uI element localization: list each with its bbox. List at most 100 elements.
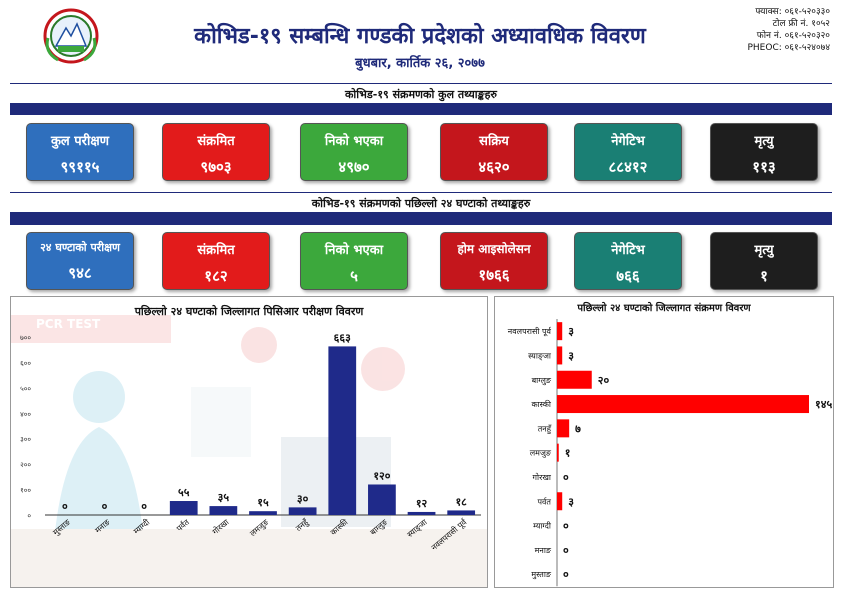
card-label: संक्रमित: [197, 243, 235, 258]
total-card-infected: संक्रमित ९७०३: [162, 123, 270, 181]
district-value-label: २०: [598, 374, 610, 387]
pcr-watermark: PCR TEST: [36, 317, 101, 331]
district-category-label: तनहुँ: [538, 423, 552, 434]
card-label: २४ घण्टाको परीक्षण: [40, 241, 120, 254]
total-card-active: सक्रिय ४६२०: [440, 123, 548, 181]
card-label: निको भएका: [324, 134, 384, 149]
card-label: निको भएका: [324, 243, 384, 258]
card-value: ८८४१२: [608, 158, 648, 176]
nepal-emblem-icon: [43, 8, 99, 64]
district-category-label: लमजुङ: [530, 449, 552, 459]
district-category-label: स्याङ्जा: [528, 351, 552, 361]
pcr-bar: [209, 506, 238, 515]
y-tick-label: ४००: [20, 410, 31, 418]
district-category-label: कास्की: [531, 399, 551, 409]
pcr-bar: [368, 484, 396, 515]
y-tick-label: २००: [20, 461, 31, 469]
district-category-label: मुस्ताङ: [531, 570, 552, 580]
pcr-bar: [288, 507, 317, 515]
report-date: बुधबार, कार्तिक २६, २०७७: [355, 56, 485, 71]
pcr-value-label: ५५: [178, 486, 190, 499]
card-label: संक्रमित: [197, 134, 235, 149]
district-chart-title: पछिल्लो २४ घण्टाको जिल्लागत संक्रमण विवर…: [576, 301, 751, 314]
district-bar: [557, 443, 559, 462]
contact-tollfree: टोल फ्री नं. १०५२: [772, 19, 830, 29]
district-value-labels: ३ ३ २० १४५ ७१ ० ३ ० ० ०: [563, 325, 832, 581]
y-tick-label: ०: [27, 512, 31, 520]
last24-card-tests: २४ घण्टाको परीक्षण ९४८: [26, 232, 134, 290]
district-category-label: बाग्लुङ: [532, 376, 552, 386]
pcr-bar: [407, 511, 436, 515]
pcr-value-label: ३०: [297, 492, 309, 505]
card-value: ९९११५: [60, 158, 100, 176]
district-value-label: ०: [563, 520, 569, 533]
card-label: होम आइसोलेसन: [457, 242, 531, 256]
card-label: मृत्यु: [754, 243, 774, 258]
district-value-label: ३: [568, 349, 574, 362]
pcr-value-labels: ० ० ० ५५ ३५ १५ ३० ६६३ १२० १२ १८: [62, 331, 467, 513]
total-section-title: कोभिड-१९ संक्रमणको कुल तथ्याङ्कहरु: [344, 88, 497, 101]
pcr-chart: PCR TEST पछिल्लो २४ घण्टाको जिल्लागत पिस…: [11, 304, 487, 587]
pcr-value-label: १८: [455, 495, 467, 508]
district-bar: [557, 370, 592, 389]
card-value: ४९७०: [338, 158, 370, 176]
district-value-label: ३: [568, 495, 574, 508]
card-label: नेगेटिभ: [611, 243, 645, 258]
total-card-deaths: मृत्यु ११३: [710, 123, 818, 181]
pcr-value-label: १२०: [373, 469, 390, 482]
card-value: १: [760, 267, 768, 285]
district-bar: [557, 395, 809, 414]
last24-card-infected: संक्रमित १८२: [162, 232, 270, 290]
pcr-value-label: ०: [102, 500, 108, 513]
pcr-value-label: १५: [257, 496, 269, 509]
pcr-value-label: ६६३: [334, 331, 351, 344]
district-category-label: म्याग्दी: [533, 521, 552, 531]
pcr-value-label: ०: [62, 500, 68, 513]
contact-phone: फोन नं. ०६१-५२०३२०: [756, 31, 830, 41]
page-title: कोभिड-१९ सम्बन्धि गण्डकी प्रदेशको अध्याव…: [194, 24, 646, 49]
contact-pheoc: PHEOC: ०६१-५२४०७४: [747, 43, 830, 53]
card-label: सक्रिय: [479, 134, 509, 149]
district-value-label: ०: [563, 568, 569, 581]
y-tick-label: ६००: [20, 359, 31, 367]
district-category-label: गोरखा: [533, 472, 552, 482]
last24-card-negative: नेगेटिभ ७६६: [574, 232, 682, 290]
district-value-label: ३: [568, 325, 574, 338]
district-chart-panel: पछिल्लो २४ घण्टाको जिल्लागत संक्रमण विवर…: [494, 296, 834, 588]
contact-fax: फ्याक्स: ०६१-५२०३३०: [755, 7, 830, 17]
district-category-label: नवलपरासी पूर्व: [508, 326, 552, 337]
divider: [10, 83, 832, 84]
total-card-tests: कुल परीक्षण ९९११५: [26, 123, 134, 181]
y-tick-label: १००: [20, 487, 31, 495]
district-value-label: १: [565, 447, 571, 460]
district-category-labels: नवलपरासी पूर्व स्याङ्जा बाग्लुङ कास्की तनहुँ…: [508, 326, 552, 580]
district-bars: [557, 322, 809, 511]
card-value: ९४८: [68, 264, 92, 282]
district-value-label: ७: [575, 422, 581, 435]
section-bar: [10, 103, 832, 115]
card-value: ९७०३: [200, 158, 232, 176]
card-label: मृत्यु: [754, 134, 774, 149]
district-bar: [557, 419, 570, 438]
pcr-value-label: ०: [141, 500, 147, 513]
pcr-value-label: १२: [416, 497, 428, 510]
district-bar: [557, 346, 563, 365]
district-value-label: १४५: [815, 398, 832, 411]
pcr-bar: [249, 511, 277, 515]
district-bar: [557, 492, 563, 511]
pcr-illustration: [11, 315, 487, 587]
y-tick-label: ३००: [20, 436, 31, 444]
divider: [10, 192, 832, 193]
pcr-bar: [169, 501, 198, 515]
district-value-label: ०: [563, 471, 569, 484]
card-value: १७६६: [478, 266, 510, 284]
pcr-bar: [328, 346, 357, 515]
y-tick-label: ५००: [20, 385, 31, 393]
pcr-value-label: ३५: [218, 491, 230, 504]
last24-card-home-isolation: होम आइसोलेसन १७६६: [440, 232, 548, 290]
district-bar: [557, 322, 563, 341]
section-bar: [10, 212, 832, 225]
district-chart: पछिल्लो २४ घण्टाको जिल्लागत संक्रमण विवर…: [508, 301, 832, 587]
pcr-chart-title: पछिल्लो २४ घण्टाको जिल्लागत पिसिआर परीक्…: [134, 304, 365, 318]
card-value: ४६२०: [478, 158, 510, 176]
